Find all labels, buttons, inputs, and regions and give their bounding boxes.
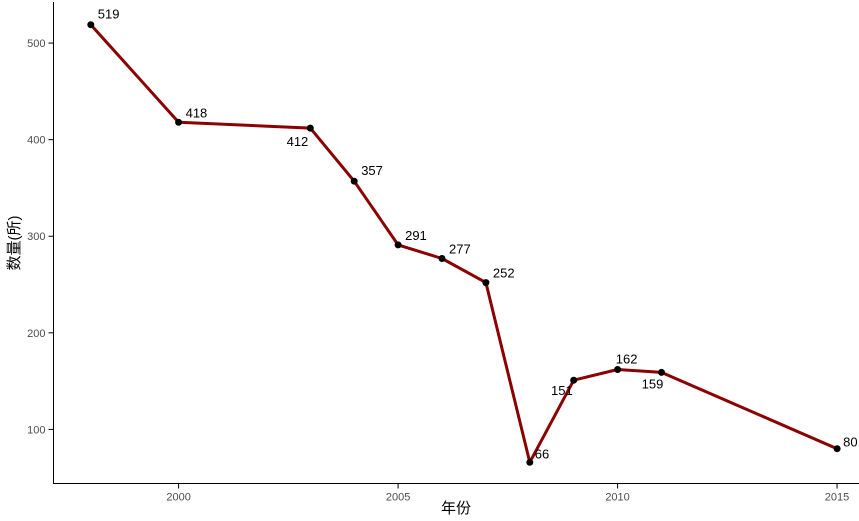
data-point (658, 368, 665, 376)
data-point (526, 458, 534, 466)
series-line (89, 23, 839, 464)
data-point-label: 151 (551, 383, 573, 398)
data-point-label: 412 (287, 134, 309, 149)
data-point-label: 357 (361, 163, 383, 178)
data-point-label: 159 (642, 376, 664, 391)
data-series (87, 21, 841, 466)
data-point (438, 255, 446, 262)
y-tick-label: 500 (27, 38, 45, 50)
y-tick-label: 200 (27, 328, 45, 340)
data-point (833, 445, 841, 453)
y-tick-label: 400 (27, 135, 45, 147)
data-point-label: 162 (616, 352, 638, 367)
ticks: 2000 2005 2010 2015 100 200 300 400 500 (27, 38, 849, 503)
x-tick-label: 2010 (605, 492, 629, 504)
x-axis-title: 年份 (441, 500, 471, 517)
data-point (614, 366, 622, 373)
data-point-label: 418 (186, 105, 208, 120)
data-point (394, 241, 402, 249)
x-tick-label: 2015 (825, 492, 849, 504)
y-tick-label: 100 (27, 424, 45, 436)
y-axis-title: 数量(所) (6, 216, 23, 271)
data-point-label: 80 (843, 435, 857, 450)
data-point-label: 277 (449, 242, 471, 257)
data-point (482, 279, 490, 287)
data-point (350, 177, 358, 185)
data-point-labels: 519 418 412 357 291 277 252 66 151 162 159 80 (98, 7, 858, 462)
data-point-label: 66 (535, 446, 549, 461)
data-point-label: 252 (493, 266, 515, 281)
data-point-label: 519 (98, 7, 120, 22)
x-tick-label: 2005 (386, 492, 410, 504)
data-point (175, 118, 183, 126)
data-point (570, 376, 578, 384)
data-point (306, 124, 314, 132)
data-point (87, 21, 95, 29)
axes (53, 2, 859, 484)
data-point-label: 291 (405, 228, 427, 243)
x-tick-label: 2000 (166, 492, 190, 504)
y-tick-label: 300 (27, 231, 45, 243)
